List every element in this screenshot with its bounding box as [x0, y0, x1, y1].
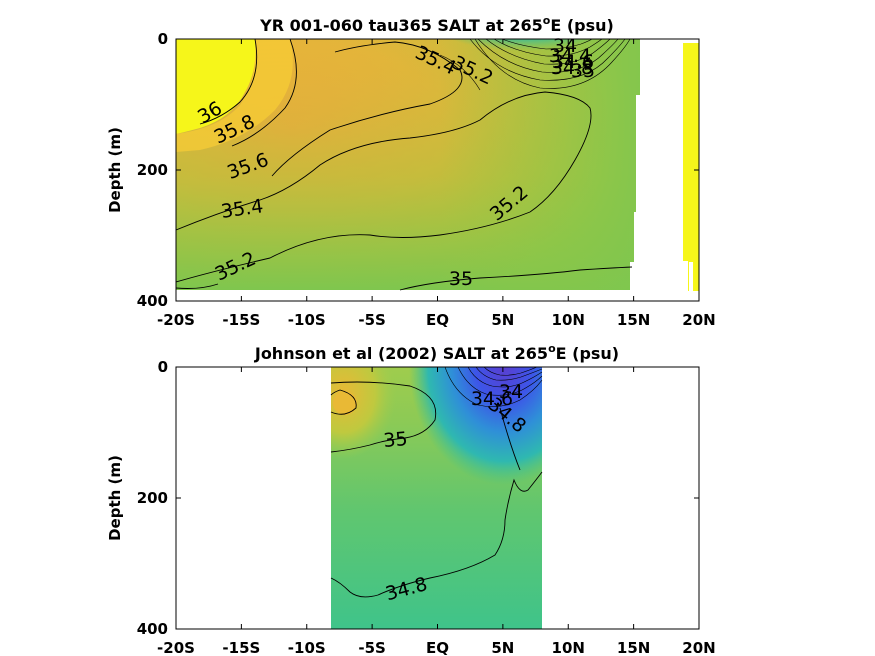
contour-label: 34	[553, 35, 577, 57]
bottom-panel: Johnson et al (2002) SALT at 265oE (psu)…	[106, 342, 716, 656]
contour-label: 34.6	[471, 388, 513, 410]
bottom-x-tick-label: 5N	[491, 639, 514, 656]
top-y-tick-label: 400	[137, 292, 168, 310]
top-x-tick-label: 20N	[682, 311, 715, 329]
top-chart-title: YR 001-060 tau365 SALT at 265oE (psu)	[259, 14, 614, 35]
contour-label: 34.8	[551, 57, 593, 79]
bottom-x-tick-label: 15N	[617, 639, 650, 656]
contour-label: 34.4	[549, 45, 591, 67]
bottom-axes: -20S -15S -10S -5S EQ 5N 10N 15N 20N 0 200 400	[137, 358, 716, 656]
contour-label: 34	[499, 381, 523, 403]
bottom-contour-lines	[330, 367, 543, 598]
top-x-tick-label: 5N	[491, 311, 514, 329]
top-x-tick-label: -10S	[288, 311, 326, 329]
top-x-tick-label: -15S	[222, 311, 260, 329]
bottom-x-tick-label: EQ	[426, 639, 449, 656]
bottom-y-tick-label: 400	[137, 620, 168, 638]
top-y-tick-label: 0	[158, 30, 168, 48]
contour-label: 35	[382, 428, 408, 452]
top-x-tick-label: 15N	[617, 311, 650, 329]
contour-label: 35	[449, 268, 473, 290]
bottom-x-tick-label: 20N	[682, 639, 715, 656]
top-axes: -20S -15S -10S -5S EQ 5N 10N 15N 20N 0 200 400	[137, 30, 716, 329]
bottom-y-tick-label: 0	[158, 358, 168, 376]
bottom-chart-title: Johnson et al (2002) SALT at 265oE (psu)	[254, 342, 619, 363]
top-salinity-field	[176, 39, 699, 291]
bottom-y-tick-label: 200	[137, 489, 168, 507]
contour-label: 34.6	[552, 51, 594, 73]
bottom-x-tick-label: -20S	[157, 639, 195, 656]
bottom-x-tick-label: -5S	[358, 639, 385, 656]
top-x-tick-label: EQ	[426, 311, 449, 329]
bottom-y-axis-label: Depth (m)	[106, 455, 124, 541]
top-x-tick-label: 10N	[552, 311, 585, 329]
top-panel: YR 001-060 tau365 SALT at 265oE (psu)	[106, 14, 716, 329]
top-x-tick-label: -20S	[157, 311, 195, 329]
bottom-salinity-field	[331, 367, 542, 629]
bottom-x-tick-label: 10N	[552, 639, 585, 656]
top-y-axis-label: Depth (m)	[106, 127, 124, 213]
bottom-x-tick-label: -15S	[222, 639, 260, 656]
contour-label: 35	[571, 60, 595, 82]
top-y-tick-label: 200	[137, 161, 168, 179]
top-contour-lines	[176, 39, 633, 291]
top-x-tick-label: -5S	[358, 311, 385, 329]
bottom-x-tick-label: -10S	[288, 639, 326, 656]
